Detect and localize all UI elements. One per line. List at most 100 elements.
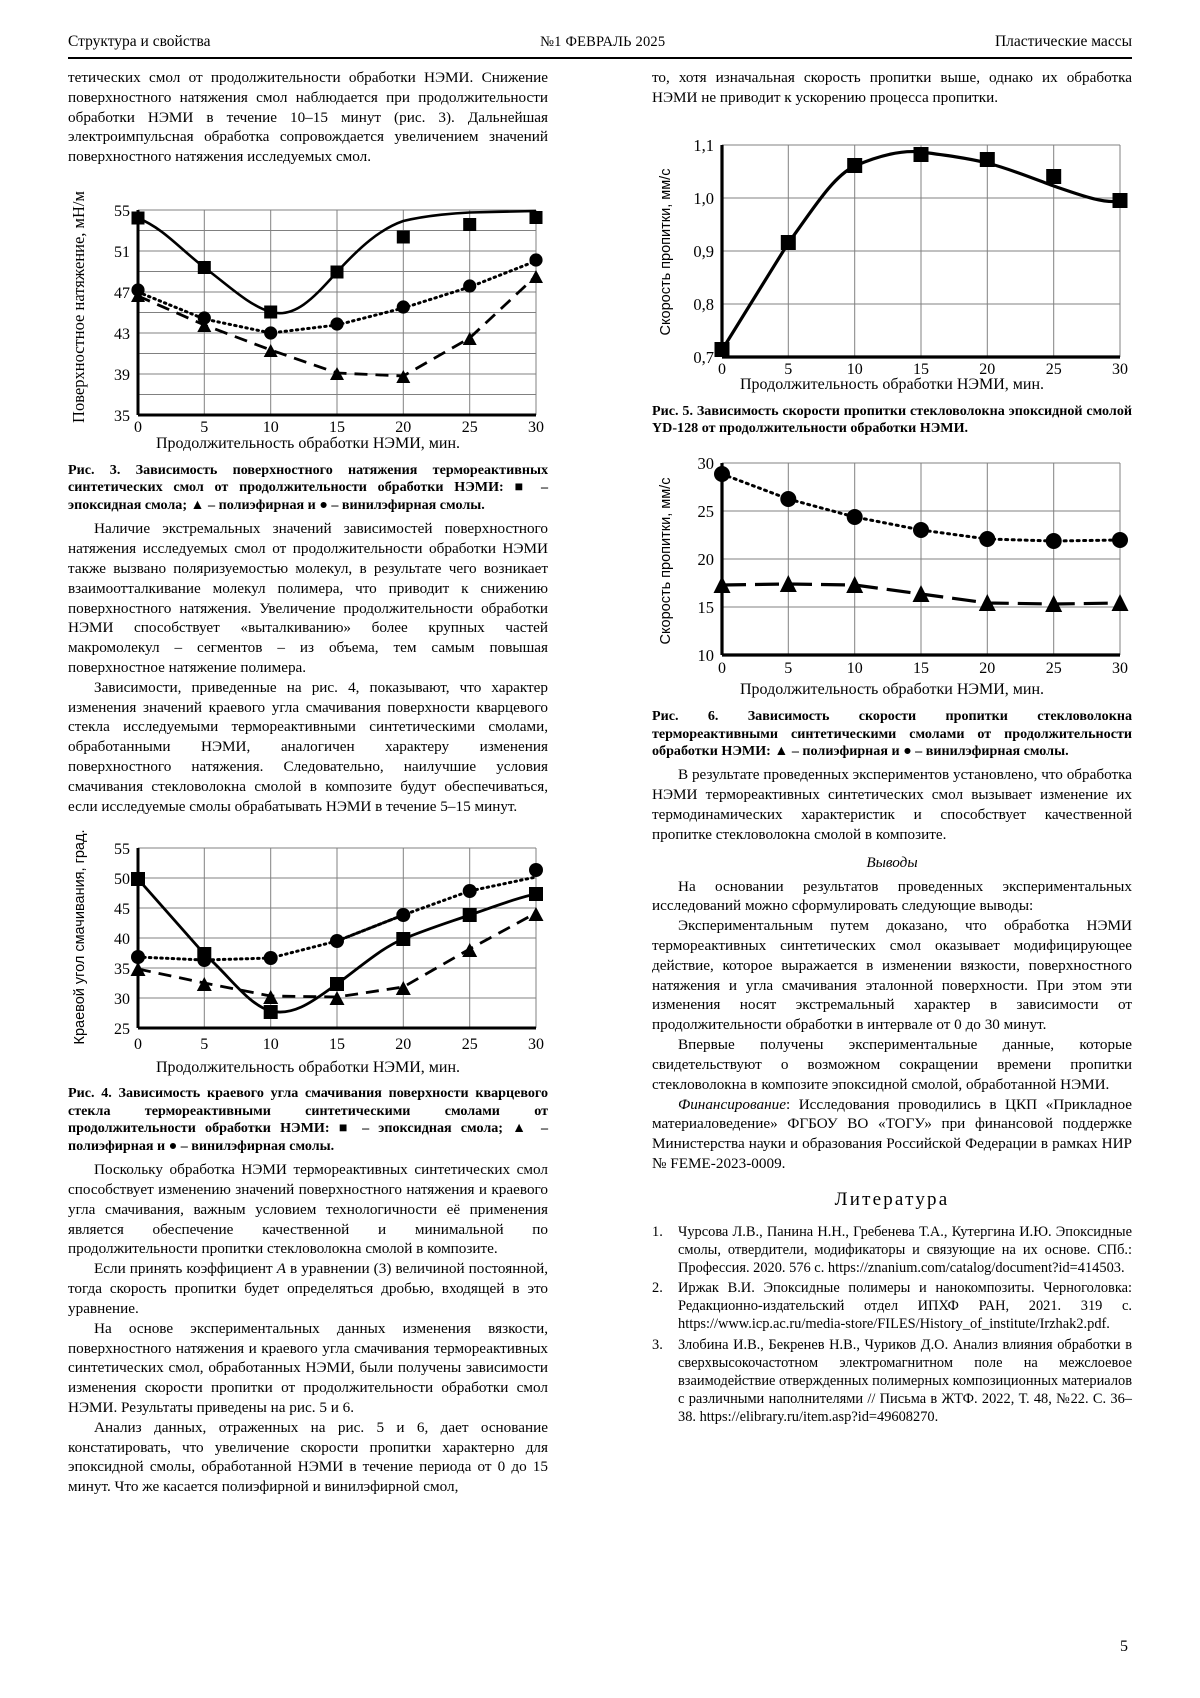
fig5-ytick: 1,0 [693, 189, 714, 208]
reference-text: Иржак В.И. Эпоксидные полимеры и наноком… [678, 1279, 1132, 1333]
fig4-xtick: 25 [462, 1036, 478, 1053]
reference-text: Злобина И.В., Бекренев Н.В., Чуриков Д.О… [678, 1336, 1132, 1427]
reference-number: 1. [652, 1223, 678, 1277]
fig6-xtick: 10 [847, 660, 863, 677]
left-para-6: На основе экспериментальных данных измен… [68, 1319, 548, 1418]
fig3-xtick: 5 [200, 419, 208, 432]
right-para-2: В результате проведенных экспериментов у… [652, 765, 1132, 844]
fig5-ytick: 0,8 [693, 295, 714, 314]
fig3-xtick: 30 [528, 419, 544, 432]
reference-number: 2. [652, 1279, 678, 1333]
left-para-4: Поскольку обработка НЭМИ термореактивных… [68, 1160, 548, 1259]
fig6-xtick: 20 [979, 660, 995, 677]
coefficient-symbol: A [277, 1260, 286, 1277]
fig4-ytick: 55 [114, 841, 130, 858]
right-column: то, хотя изначальная скорость пропитки в… [652, 68, 1132, 1428]
fig3-x-axis-label: Продолжительность обработки НЭМИ, мин. [68, 434, 548, 455]
fig5-ytick: 0,7 [693, 348, 714, 367]
left-column: тетических смол от продолжительности обр… [68, 68, 548, 1497]
reference-item: 1. Чурсова Л.В., Панина Н.Н., Гребенева … [652, 1223, 1132, 1277]
figure-3: Поверхностное натяжение, мН/м 55 51 47 4… [68, 177, 548, 455]
left-para-7: Анализ данных, отраженных на рис. 5 и 6,… [68, 1418, 548, 1497]
running-head: Структура и свойства №1 ФЕВРАЛЬ 2025 Пла… [68, 33, 1132, 51]
fig3-ytick: 35 [114, 408, 130, 425]
running-head-center: №1 ФЕВРАЛЬ 2025 [540, 34, 665, 51]
fig4-xtick: 10 [263, 1036, 279, 1053]
fig4-ytick: 30 [114, 991, 130, 1008]
right-para-1: то, хотя изначальная скорость пропитки в… [652, 68, 1132, 108]
reference-text: Чурсова Л.В., Панина Н.Н., Гребенева Т.А… [678, 1223, 1132, 1277]
journal-page: Структура и свойства №1 ФЕВРАЛЬ 2025 Пла… [0, 0, 1200, 1698]
fig3-xtick: 15 [329, 419, 345, 432]
left-para-5: Если принять коэффициент A в уравнении (… [68, 1259, 548, 1318]
fig6-ytick: 10 [698, 646, 715, 665]
fig3-ytick: 51 [114, 244, 130, 261]
fig6-ytick: 25 [698, 502, 715, 521]
fig3-xtick: 20 [395, 419, 411, 432]
fig6-ytick: 20 [698, 550, 715, 569]
fig6-x-axis-label: Продолжительность обработки НЭМИ, мин. [652, 680, 1132, 701]
literature-heading: Литература [652, 1188, 1132, 1213]
fig3-xtick: 25 [462, 419, 478, 432]
fig4-xtick: 5 [200, 1036, 208, 1053]
right-para-5: Впервые получены экспериментальные данны… [652, 1035, 1132, 1094]
figure-5-chart: Скорость пропитки, мм/с 1,1 1,0 0,9 0,8 … [652, 122, 1132, 374]
fig3-ytick: 55 [114, 203, 130, 220]
fig3-xtick: 10 [263, 419, 279, 432]
left-para-5-pre: Если принять коэффициент [94, 1260, 277, 1277]
fig3-ytick: 39 [114, 367, 130, 384]
conclusions-heading: Выводы [652, 853, 1132, 873]
reference-item: 3. Злобина И.В., Бекренев Н.В., Чуриков … [652, 1336, 1132, 1427]
figure-6: Скорость пропитки, мм/с 30 25 20 15 10 [652, 443, 1132, 701]
fig5-xtick: 5 [784, 361, 792, 374]
fig4-xtick: 0 [134, 1036, 142, 1053]
fig5-ytick: 1,1 [693, 136, 714, 155]
fig6-xtick: 5 [784, 660, 792, 677]
left-para-1: тетических смол от продолжительности обр… [68, 68, 548, 167]
fig5-y-axis-label: Скорость пропитки, мм/с [658, 168, 674, 335]
running-head-right: Пластические массы [995, 33, 1132, 51]
figure-6-caption: Рис. 6. Зависимость скорости пропитки ст… [652, 708, 1132, 760]
fig4-ytick: 40 [114, 931, 130, 948]
fig6-xtick: 15 [913, 660, 929, 677]
fig4-x-axis-label: Продолжительность обработки НЭМИ, мин. [68, 1058, 548, 1079]
fig5-xtick: 20 [979, 361, 995, 374]
fig6-xtick: 0 [718, 660, 726, 677]
fig5-ytick: 0,9 [693, 242, 714, 261]
figure-5-caption: Рис. 5. Зависимость скорости пропитки ст… [652, 403, 1132, 438]
running-head-left: Структура и свойства [68, 33, 211, 51]
fig4-ytick: 50 [114, 871, 130, 888]
fig5-xtick: 10 [847, 361, 863, 374]
fig5-xtick: 30 [1112, 361, 1128, 374]
fig6-xtick: 25 [1046, 660, 1062, 677]
funding-label: Финансирование [678, 1096, 786, 1113]
fig4-xtick: 30 [528, 1036, 544, 1053]
figure-4: Краевой угол смачивания, град. 55 50 45 … [68, 827, 548, 1079]
fig3-gridlines [138, 210, 536, 415]
fig5-xtick: 0 [718, 361, 726, 374]
fig6-gridlines [722, 463, 1120, 655]
fig3-ytick: 43 [114, 326, 130, 343]
references-list: 1. Чурсова Л.В., Панина Н.Н., Гребенева … [652, 1223, 1132, 1427]
figure-5: Скорость пропитки, мм/с 1,1 1,0 0,9 0,8 … [652, 122, 1132, 396]
fig3-xtick: 0 [134, 419, 142, 432]
reference-item: 2. Иржак В.И. Эпоксидные полимеры и нано… [652, 1279, 1132, 1333]
figure-6-chart: Скорость пропитки, мм/с 30 25 20 15 10 [652, 443, 1132, 679]
fig5-xtick: 25 [1046, 361, 1062, 374]
fig6-xtick: 30 [1112, 660, 1128, 677]
fig3-ytick: 47 [114, 285, 130, 302]
fig4-y-axis-label: Краевой угол смачивания, град. [72, 829, 88, 1044]
fig4-ytick: 45 [114, 901, 130, 918]
fig5-xtick: 15 [913, 361, 929, 374]
fig4-xtick: 15 [329, 1036, 345, 1053]
left-para-2: Наличие экстремальных значений зависимос… [68, 519, 548, 678]
fig6-ytick: 30 [698, 454, 715, 473]
figure-4-caption: Рис. 4. Зависимость краевого угла смачив… [68, 1085, 548, 1155]
header-divider [68, 57, 1132, 59]
fig6-ytick: 15 [698, 598, 715, 617]
figure-4-chart: Краевой угол смачивания, град. 55 50 45 … [68, 827, 548, 1057]
reference-number: 3. [652, 1336, 678, 1427]
fig4-ytick: 35 [114, 961, 130, 978]
fig6-y-axis-label: Скорость пропитки, мм/с [658, 478, 674, 645]
fig5-x-axis-label: Продолжительность обработки НЭМИ, мин. [652, 375, 1132, 396]
